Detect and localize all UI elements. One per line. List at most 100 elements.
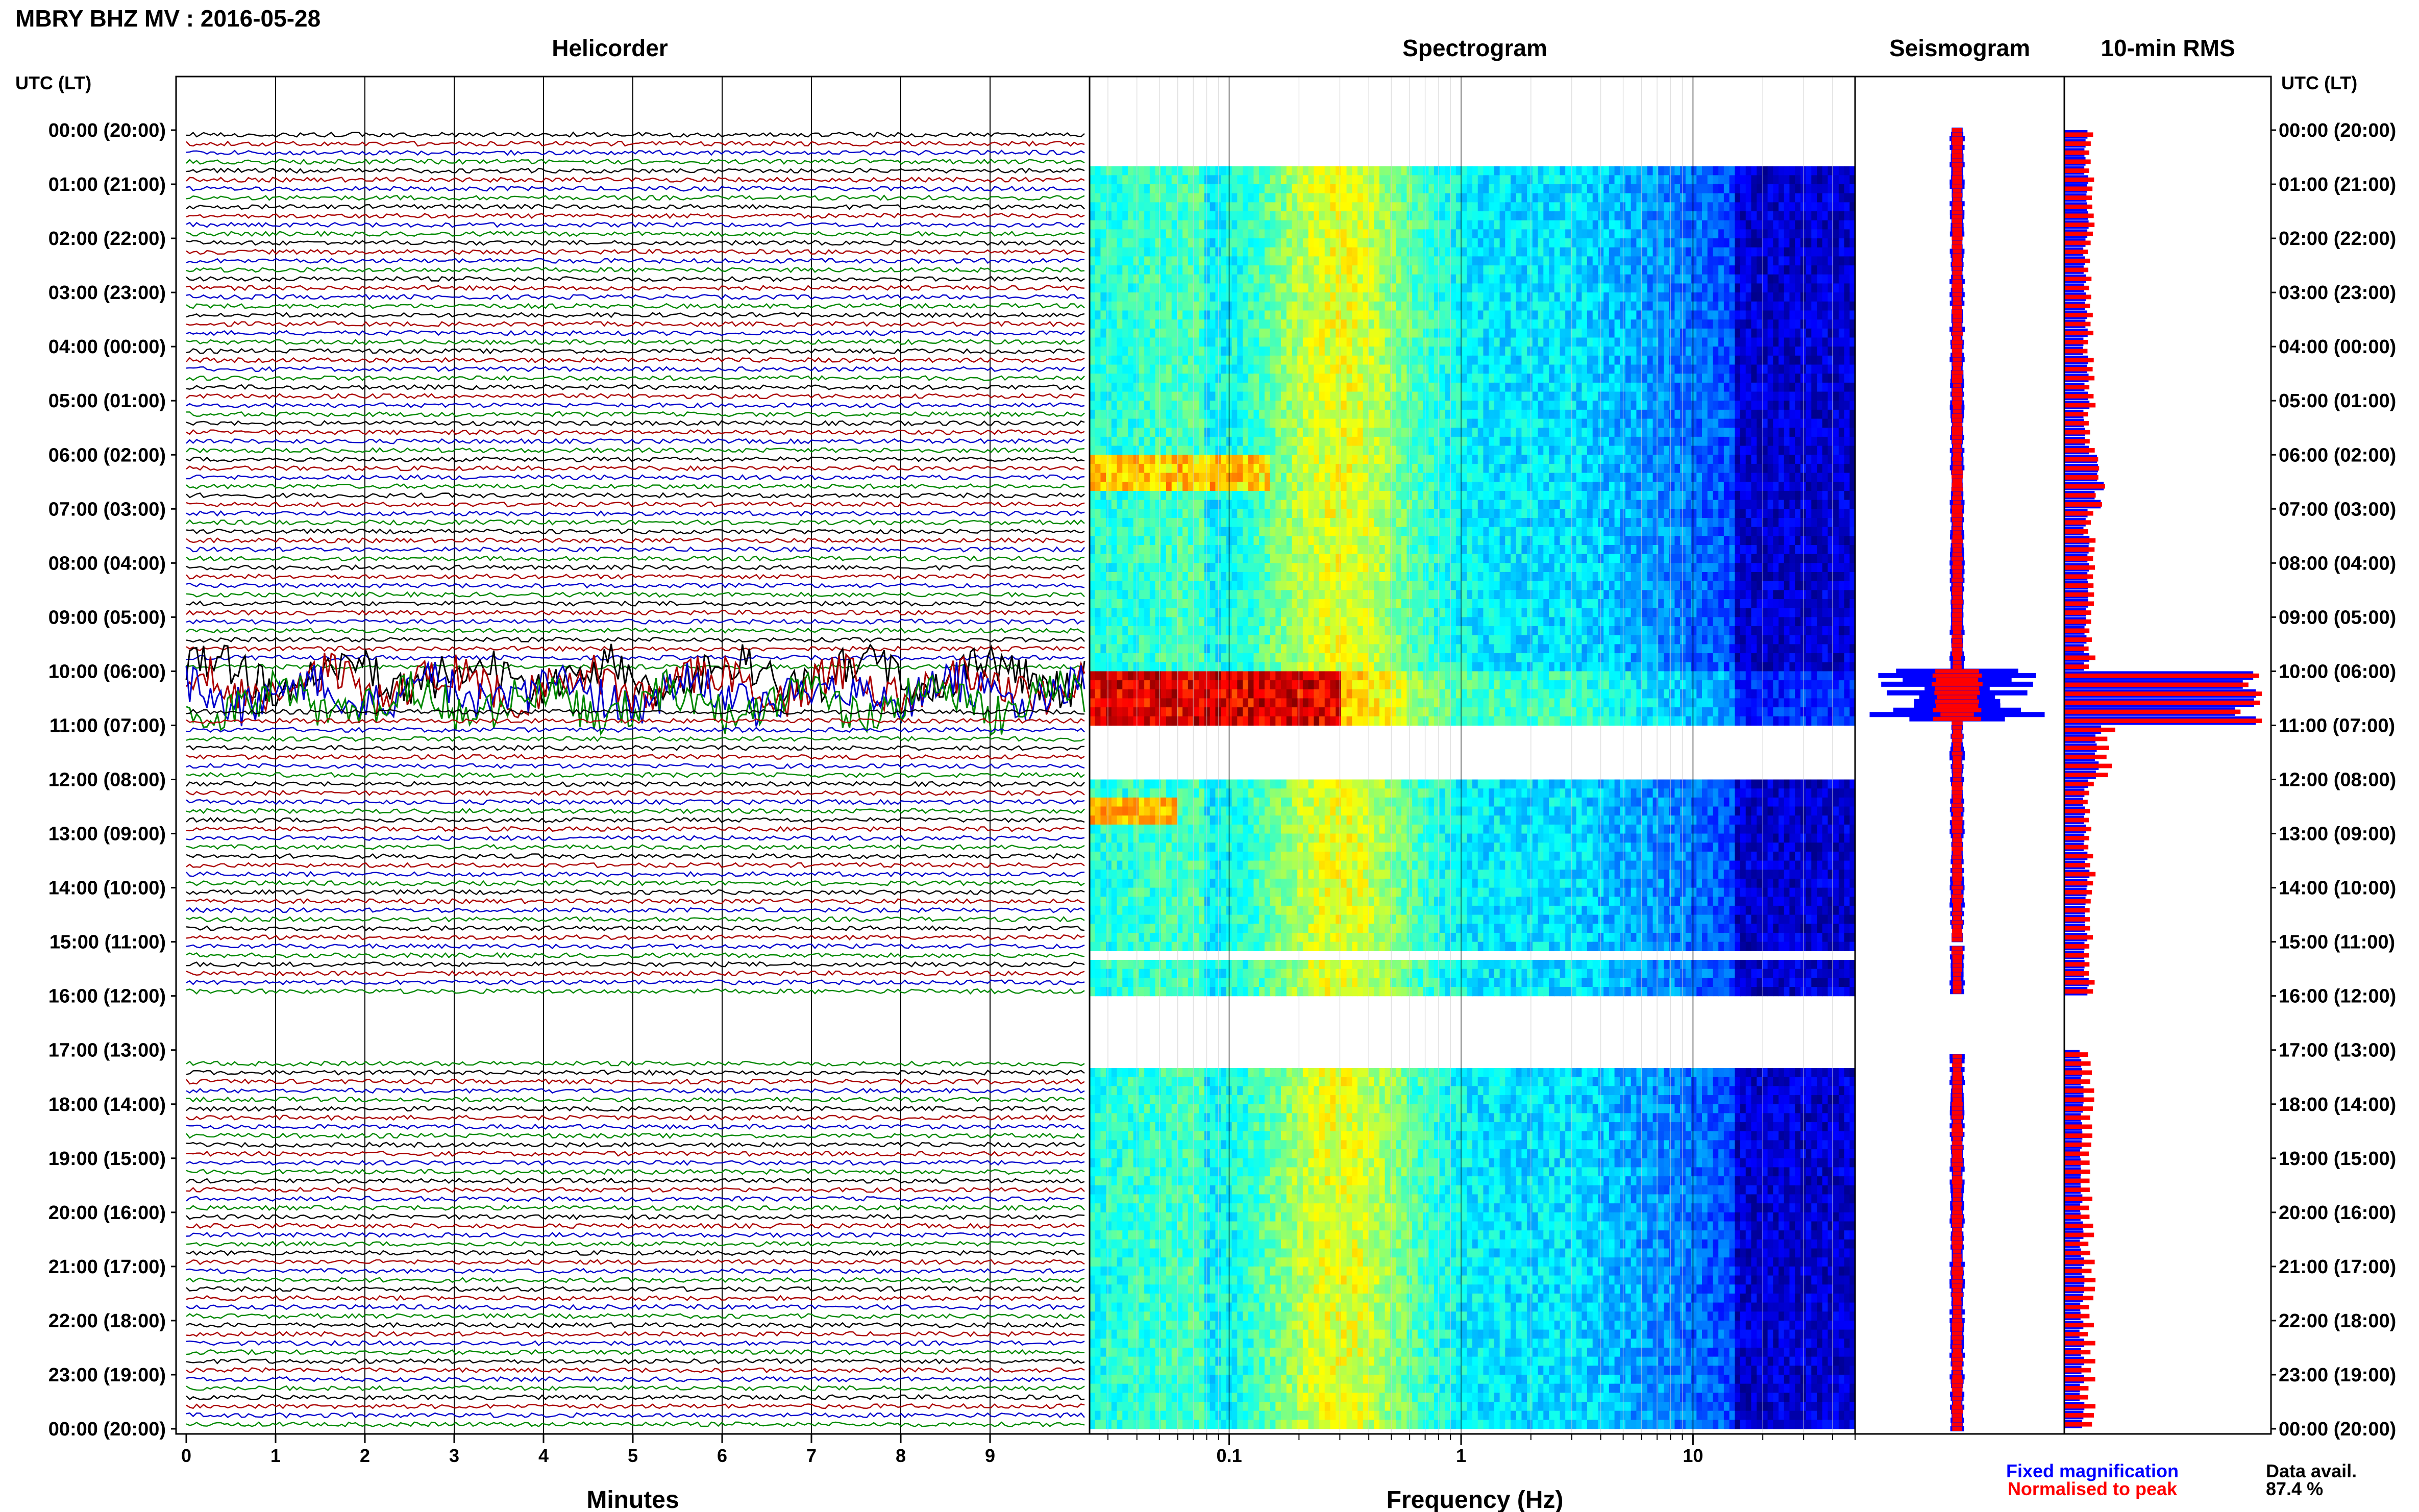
spectrogram-cell bbox=[1817, 283, 1823, 292]
spectrogram-cell bbox=[1412, 175, 1418, 184]
spectrogram-cell bbox=[1330, 247, 1336, 257]
spectrogram-cell bbox=[1450, 292, 1457, 302]
spectrogram-cell bbox=[1281, 193, 1287, 203]
spectrogram-cell bbox=[1647, 265, 1653, 275]
spectrogram-cell bbox=[1647, 211, 1653, 220]
spectrogram-cell bbox=[1336, 302, 1342, 311]
spectrogram-cell bbox=[1511, 283, 1517, 292]
spectrogram-cell bbox=[1347, 166, 1353, 176]
spectrogram-cell bbox=[1221, 220, 1227, 230]
spectrogram-cell bbox=[1543, 292, 1549, 302]
spectrogram-cell bbox=[1445, 220, 1451, 230]
spectrogram-cell bbox=[1746, 220, 1752, 230]
spectrogram-cell bbox=[1122, 211, 1128, 220]
spectrogram-cell bbox=[1625, 238, 1632, 247]
spectrogram-cell bbox=[1724, 265, 1730, 275]
spectrogram-cell bbox=[1533, 184, 1539, 193]
spectrogram-cell bbox=[1735, 175, 1741, 184]
spectrogram-cell bbox=[1505, 175, 1511, 184]
spectrogram-cell bbox=[1718, 193, 1724, 203]
spectrogram-cell bbox=[1686, 238, 1692, 247]
spectrogram-cell bbox=[1330, 184, 1336, 193]
spectrogram-cell bbox=[1713, 283, 1719, 292]
spectrogram-cell bbox=[1199, 220, 1205, 230]
spectrogram-cell bbox=[1806, 202, 1812, 211]
spectrogram-cell bbox=[1489, 220, 1495, 230]
spectrogram-cell bbox=[1221, 238, 1227, 247]
spectrogram-cell bbox=[1653, 292, 1659, 302]
spectrogram-cell bbox=[1259, 265, 1265, 275]
spectrogram-cell bbox=[1297, 292, 1303, 302]
spectrogram-cell bbox=[1182, 202, 1189, 211]
spectrogram-cell bbox=[1210, 238, 1216, 247]
spectrogram-cell bbox=[1478, 193, 1484, 203]
spectrogram-cell bbox=[1718, 211, 1724, 220]
spectrogram-cell bbox=[1352, 247, 1358, 257]
spectrogram-cell bbox=[1423, 292, 1429, 302]
spectrogram-cell bbox=[1265, 292, 1271, 302]
spectrogram-cell bbox=[1166, 166, 1172, 176]
seismogram-title: Seismogram bbox=[1889, 35, 2030, 61]
spectrogram-cell bbox=[1434, 229, 1440, 238]
spectrogram-cell bbox=[1194, 202, 1200, 211]
spectrogram-cell bbox=[1680, 175, 1686, 184]
spectrogram-cell bbox=[1560, 256, 1566, 265]
spectrogram-cell bbox=[1505, 275, 1511, 284]
spectrogram-cell bbox=[1751, 184, 1757, 193]
spectrogram-cell bbox=[1576, 238, 1583, 247]
spectrogram-cell bbox=[1401, 302, 1408, 311]
spectrogram-cell bbox=[1587, 275, 1593, 284]
spectrogram-cell bbox=[1593, 184, 1599, 193]
spectrogram-cell bbox=[1483, 211, 1489, 220]
spectrogram-cell bbox=[1817, 166, 1823, 176]
spectrogram-cell bbox=[1155, 256, 1162, 265]
spectrogram-cell bbox=[1385, 302, 1391, 311]
spectrogram-cell bbox=[1543, 283, 1549, 292]
spectrogram-cell bbox=[1625, 202, 1632, 211]
spectrogram-cell bbox=[1396, 175, 1402, 184]
spectrogram-cell bbox=[1379, 184, 1386, 193]
spectrogram-cell bbox=[1664, 238, 1670, 247]
spectrogram-cell bbox=[1182, 220, 1189, 230]
spectrogram-cell bbox=[1751, 166, 1757, 176]
spectrogram-cell bbox=[1533, 202, 1539, 211]
spectrogram-cell bbox=[1609, 175, 1615, 184]
spectrogram-cell bbox=[1735, 166, 1741, 176]
spectrogram-cell bbox=[1549, 202, 1555, 211]
spectrogram-cell bbox=[1095, 220, 1101, 230]
spectrogram-cell bbox=[1434, 275, 1440, 284]
spectrogram-cell bbox=[1237, 302, 1243, 311]
spectrogram-cell bbox=[1309, 283, 1315, 292]
spectrogram-cell bbox=[1647, 292, 1653, 302]
spectrogram-cell bbox=[1779, 275, 1785, 284]
spectrogram-cell bbox=[1533, 220, 1539, 230]
spectrogram-cell bbox=[1746, 256, 1752, 265]
spectrogram-cell bbox=[1440, 202, 1446, 211]
spectrogram-cell bbox=[1194, 220, 1200, 230]
spectrogram-cell bbox=[1724, 175, 1730, 184]
spectrogram-cell bbox=[1445, 193, 1451, 203]
spectrogram-cell bbox=[1210, 247, 1216, 257]
spectrogram-cell bbox=[1844, 275, 1850, 284]
spectrogram-cell bbox=[1521, 184, 1527, 193]
spectrogram-cell bbox=[1139, 283, 1145, 292]
spectrogram-cell bbox=[1253, 211, 1260, 220]
spectrogram-cell bbox=[1379, 202, 1386, 211]
spectrogram-cell bbox=[1811, 275, 1817, 284]
spectrogram-cell bbox=[1314, 275, 1320, 284]
spectrogram-cell bbox=[1133, 283, 1140, 292]
spectrogram-cell bbox=[1674, 283, 1681, 292]
spectrogram-cell bbox=[1330, 193, 1336, 203]
spectrogram-cell bbox=[1117, 247, 1123, 257]
spectrogram-cell bbox=[1412, 193, 1418, 203]
spectrogram-cell bbox=[1844, 229, 1850, 238]
spectrogram-cell bbox=[1166, 211, 1172, 220]
spectrogram-cell bbox=[1806, 238, 1812, 247]
spectrogram-cell bbox=[1325, 220, 1331, 230]
spectrogram-cell bbox=[1303, 202, 1309, 211]
spectrogram-cell bbox=[1155, 302, 1162, 311]
spectrogram-cell bbox=[1587, 184, 1593, 193]
spectrogram-cell bbox=[1795, 283, 1801, 292]
spectrogram-cell bbox=[1718, 220, 1724, 230]
spectrogram-cell bbox=[1161, 247, 1167, 257]
